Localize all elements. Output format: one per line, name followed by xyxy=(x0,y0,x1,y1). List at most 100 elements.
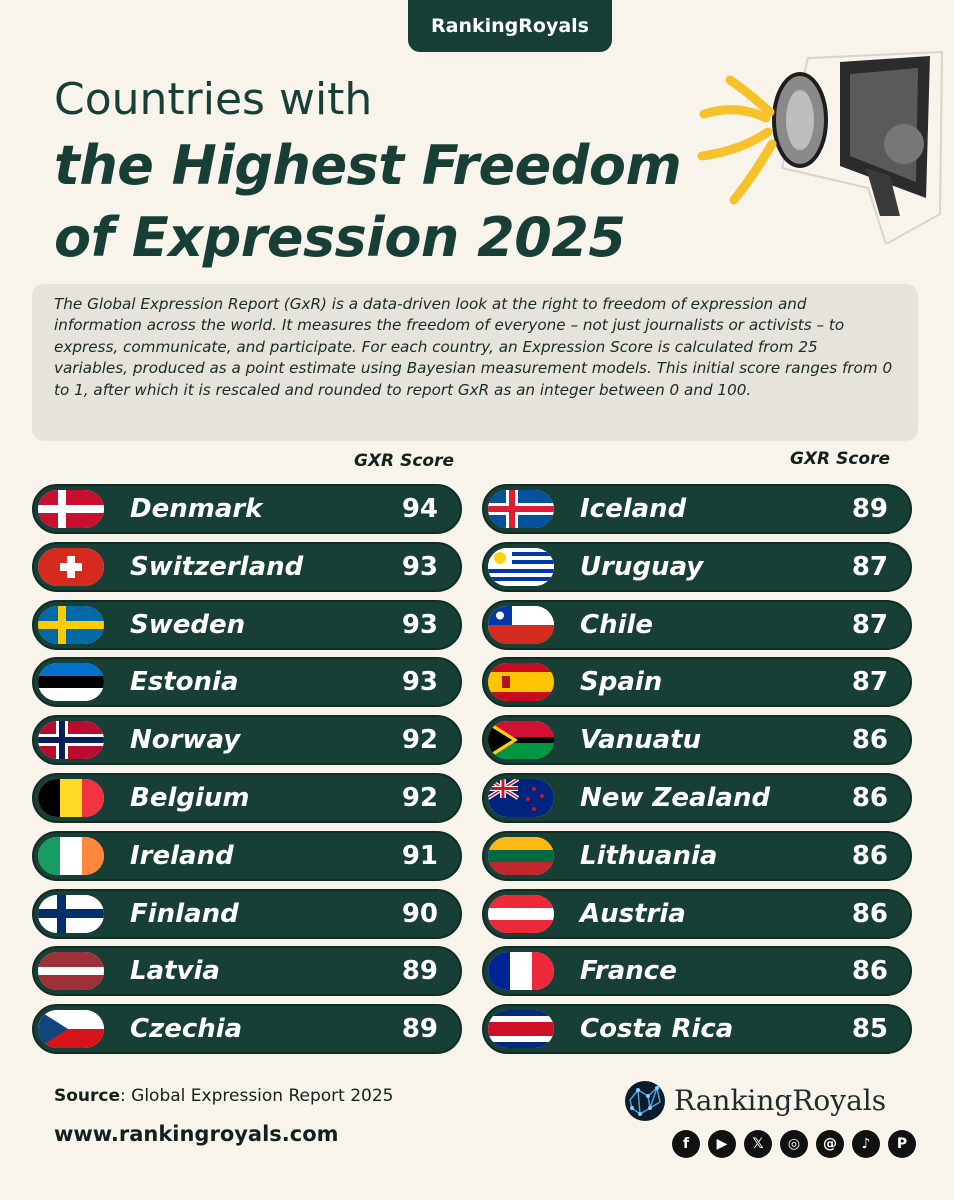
country-name: Chile xyxy=(580,609,654,640)
gxr-score: 92 xyxy=(401,725,438,756)
gxr-score: 89 xyxy=(401,1014,438,1045)
table-row-chile: Chile 87 xyxy=(482,599,912,650)
social-links: f ▶ 𝕏 ◎ @ ♪ P xyxy=(672,1130,916,1158)
gxr-score: 93 xyxy=(401,609,438,640)
country-name: Lithuania xyxy=(580,840,718,871)
globe-logo-icon xyxy=(625,1081,665,1121)
gxr-score: 86 xyxy=(851,783,888,813)
vanuatu-flag-icon xyxy=(488,721,554,760)
table-row-france: France 86 xyxy=(482,946,912,997)
x-icon[interactable]: 𝕏 xyxy=(744,1130,772,1158)
gxr-score: 89 xyxy=(401,956,438,987)
table-row-norway: Norway 92 xyxy=(32,715,462,766)
youtube-icon[interactable]: ▶ xyxy=(708,1130,736,1158)
norway-flag-icon xyxy=(38,721,104,760)
gxr-score: 85 xyxy=(851,1014,888,1045)
source-note: Source: Global Expression Report 2025 xyxy=(54,1086,394,1106)
table-row-latvia: Latvia 89 xyxy=(32,946,462,997)
source-label: Source xyxy=(54,1086,121,1106)
gxr-score: 93 xyxy=(401,667,438,698)
table-row-new-zealand: New Zealand 86 xyxy=(482,773,912,823)
table-row-austria: Austria 86 xyxy=(482,888,912,939)
gxr-score: 89 xyxy=(851,494,888,524)
megaphone-icon xyxy=(697,50,944,244)
gxr-score: 94 xyxy=(401,494,438,524)
belgium-flag-icon xyxy=(38,779,104,817)
source-text: : Global Expression Report 2025 xyxy=(120,1086,394,1106)
tiktok-icon[interactable]: ♪ xyxy=(852,1130,880,1158)
table-row-iceland: Iceland 89 xyxy=(482,484,912,534)
gxr-score: 91 xyxy=(401,840,438,871)
gxr-score: 87 xyxy=(851,551,888,582)
chile-flag-icon xyxy=(488,605,554,644)
gxr-score: 87 xyxy=(851,609,888,640)
table-row-czechia: Czechia 89 xyxy=(32,1004,462,1055)
table-row-lithuania: Lithuania 86 xyxy=(482,830,912,881)
gxr-score: 86 xyxy=(851,840,888,871)
website-link[interactable]: www.rankingroyals.com xyxy=(54,1122,339,1146)
country-name: Finland xyxy=(130,898,239,929)
threads-icon[interactable]: @ xyxy=(816,1130,844,1158)
estonia-flag-icon xyxy=(38,663,104,702)
table-row-vanuatu: Vanuatu 86 xyxy=(482,715,912,766)
table-row-denmark: Denmark 94 xyxy=(32,484,462,534)
pinterest-icon[interactable]: P xyxy=(888,1130,916,1158)
gxr-score: 86 xyxy=(851,725,888,756)
title-line-2: the Highest Freedom xyxy=(54,134,682,197)
uruguay-flag-icon xyxy=(488,547,554,586)
country-name: Austria xyxy=(580,898,686,929)
table-row-belgium: Belgium 92 xyxy=(32,773,462,823)
country-name: Uruguay xyxy=(580,551,704,582)
ireland-flag-icon xyxy=(38,836,104,875)
gxr-score: 93 xyxy=(401,551,438,582)
table-row-estonia: Estonia 93 xyxy=(32,657,462,708)
country-name: France xyxy=(580,956,677,987)
column-header-right: GXR Score xyxy=(790,449,890,469)
country-name: Costa Rica xyxy=(580,1014,734,1045)
table-row-finland: Finland 90 xyxy=(32,888,462,939)
table-row-ireland: Ireland 91 xyxy=(32,830,462,881)
sweden-flag-icon xyxy=(38,605,104,644)
country-name: Sweden xyxy=(130,609,246,640)
intro-text: The Global Expression Report (GxR) is a … xyxy=(32,284,918,441)
lithuania-flag-icon xyxy=(488,836,554,875)
switzerland-flag-icon xyxy=(38,547,104,586)
gxr-score: 86 xyxy=(851,898,888,929)
new-zealand-flag-icon xyxy=(488,779,554,817)
denmark-flag-icon xyxy=(38,490,104,528)
gxr-score: 92 xyxy=(401,783,438,813)
country-name: Belgium xyxy=(130,783,250,813)
brand-tab: RankingRoyals xyxy=(408,0,612,52)
country-name: Denmark xyxy=(130,494,263,524)
country-name: Vanuatu xyxy=(580,725,702,756)
country-name: Spain xyxy=(580,667,663,698)
country-name: Iceland xyxy=(580,494,687,524)
table-row-costa-rica: Costa Rica 85 xyxy=(482,1004,912,1055)
instagram-icon[interactable]: ◎ xyxy=(780,1130,808,1158)
country-name: Norway xyxy=(130,725,241,756)
france-flag-icon xyxy=(488,952,554,991)
latvia-flag-icon xyxy=(38,952,104,991)
gxr-score: 90 xyxy=(401,898,438,929)
brand-logo: RankingRoyals xyxy=(624,1078,924,1126)
country-name: New Zealand xyxy=(580,783,771,813)
czechia-flag-icon xyxy=(38,1010,104,1049)
iceland-flag-icon xyxy=(488,490,554,528)
gxr-score: 86 xyxy=(851,956,888,987)
table-row-uruguay: Uruguay 87 xyxy=(482,541,912,592)
country-name: Ireland xyxy=(130,840,234,871)
facebook-icon[interactable]: f xyxy=(672,1130,700,1158)
table-row-spain: Spain 87 xyxy=(482,657,912,708)
gxr-score: 87 xyxy=(851,667,888,698)
austria-flag-icon xyxy=(488,894,554,933)
costa-rica-flag-icon xyxy=(488,1010,554,1049)
column-header-left: GXR Score xyxy=(354,451,454,471)
title-line-3: of Expression 2025 xyxy=(54,206,626,269)
table-row-sweden: Sweden 93 xyxy=(32,599,462,650)
country-name: Switzerland xyxy=(130,551,304,582)
finland-flag-icon xyxy=(38,894,104,933)
spain-flag-icon xyxy=(488,663,554,702)
title-line-1: Countries with xyxy=(54,74,373,125)
country-name: Latvia xyxy=(130,956,220,987)
country-name: Czechia xyxy=(130,1014,243,1045)
